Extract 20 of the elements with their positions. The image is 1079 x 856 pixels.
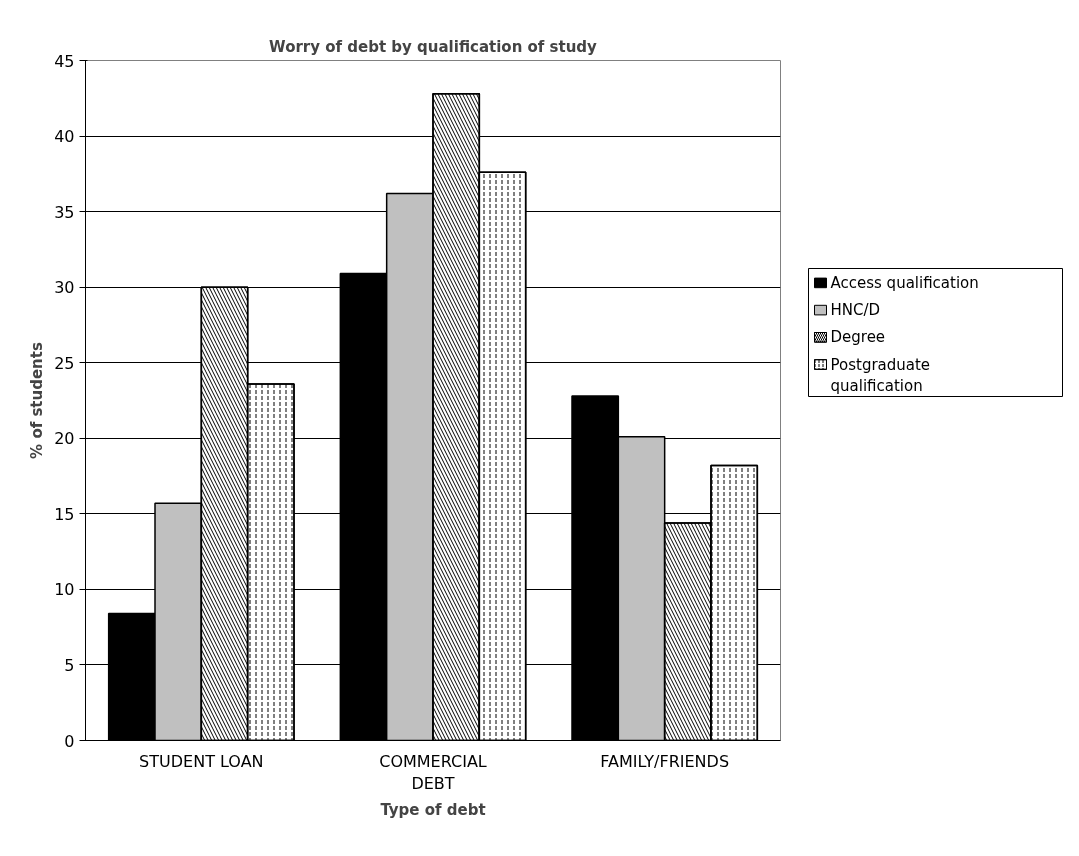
x-tick-label: FAMILY/FRIENDS bbox=[600, 751, 730, 771]
legend-label: Postgraduate qualification bbox=[830, 355, 931, 396]
y-tick-label: 25 bbox=[54, 353, 75, 373]
y-axis-title: % of students bbox=[28, 342, 47, 459]
y-tick-label: 10 bbox=[54, 580, 75, 600]
y-tick-label: 40 bbox=[54, 127, 75, 147]
y-tick-label: 20 bbox=[54, 429, 75, 449]
chart-title: Worry of debt by qualification of study bbox=[269, 37, 598, 56]
legend-label: Degree bbox=[830, 328, 886, 347]
x-tick-label: COMMERCIAL DEBT bbox=[379, 751, 487, 794]
legend-label: HNC/D bbox=[830, 301, 881, 320]
y-tick-label: 5 bbox=[64, 655, 75, 675]
y-tick-label: 35 bbox=[54, 202, 75, 222]
x-tick-label: STUDENT LOAN bbox=[139, 751, 264, 771]
y-tick-label: 45 bbox=[54, 51, 75, 71]
x-axis-title: Type of debt bbox=[380, 801, 486, 820]
y-tick-label: 15 bbox=[54, 504, 75, 524]
y-tick-label: 30 bbox=[54, 278, 75, 298]
legend-label: Access qualification bbox=[830, 273, 979, 292]
y-tick-label: 0 bbox=[64, 731, 75, 751]
